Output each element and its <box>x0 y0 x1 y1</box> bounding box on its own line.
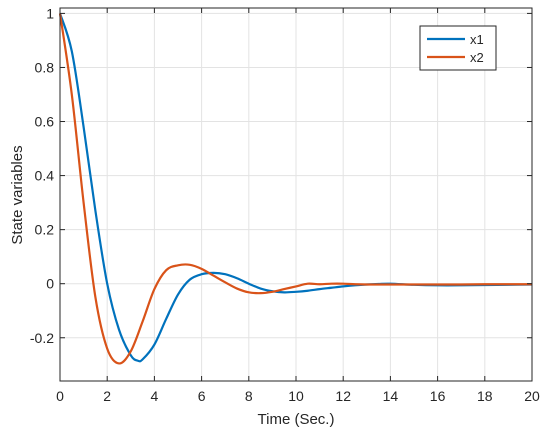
x-tick-label: 20 <box>524 388 540 404</box>
y-tick-label: 0.2 <box>35 222 55 238</box>
x-tick-label: 16 <box>430 388 446 404</box>
legend-label-x1: x1 <box>470 32 484 47</box>
series-line-x2 <box>58 13 532 365</box>
y-tick-label: 1 <box>46 5 54 21</box>
x-tick-label: 18 <box>477 388 493 404</box>
x-tick-label: 4 <box>151 388 159 404</box>
axis-ticks: 0 2 4 6 8 10 12 14 16 18 20 -0.2 0 0.2 0.4 0.6 0.8 1 <box>30 5 540 404</box>
legend-label-x2: x2 <box>470 50 484 65</box>
series-group <box>58 13 533 365</box>
x-tick-label: 14 <box>383 388 399 404</box>
x-axis-label: Time (Sec.) <box>258 411 335 428</box>
y-tick-label: 0.4 <box>35 168 55 184</box>
x-tick-label: 8 <box>245 388 253 404</box>
y-tick-label: -0.2 <box>30 330 54 346</box>
x-tick-label: 10 <box>288 388 304 404</box>
y-tick-label: 0 <box>46 276 54 292</box>
legend: x1 x2 <box>419 25 497 71</box>
y-tick-label: 0.6 <box>35 114 55 130</box>
x-tick-label: 6 <box>198 388 206 404</box>
x-tick-label: 2 <box>103 388 111 404</box>
x-tick-label: 0 <box>56 388 64 404</box>
x-tick-label: 12 <box>335 388 351 404</box>
legend-box <box>419 25 497 71</box>
y-axis-label: State variables <box>9 145 26 244</box>
y-tick-label: 0.8 <box>35 59 55 75</box>
